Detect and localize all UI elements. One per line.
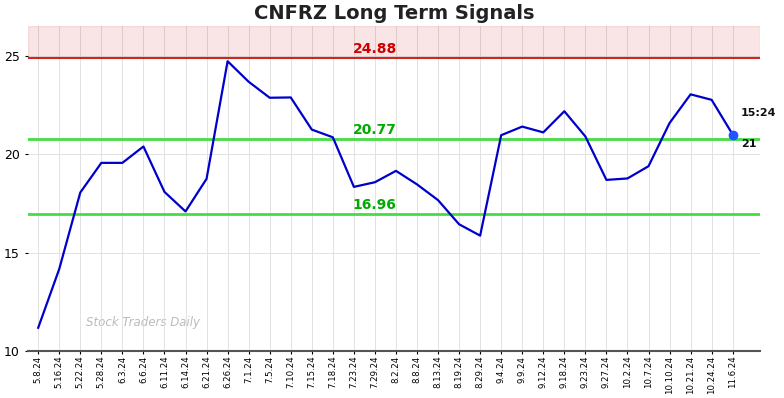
Text: 24.88: 24.88: [352, 42, 397, 56]
Bar: [27, 26, 760, 58]
Text: 20.77: 20.77: [353, 123, 397, 137]
Text: 15:24: 15:24: [741, 108, 777, 118]
Text: 21: 21: [741, 139, 757, 149]
Text: 16.96: 16.96: [353, 198, 397, 212]
Title: CNFRZ Long Term Signals: CNFRZ Long Term Signals: [253, 4, 534, 23]
Text: Stock Traders Daily: Stock Traders Daily: [86, 316, 200, 329]
